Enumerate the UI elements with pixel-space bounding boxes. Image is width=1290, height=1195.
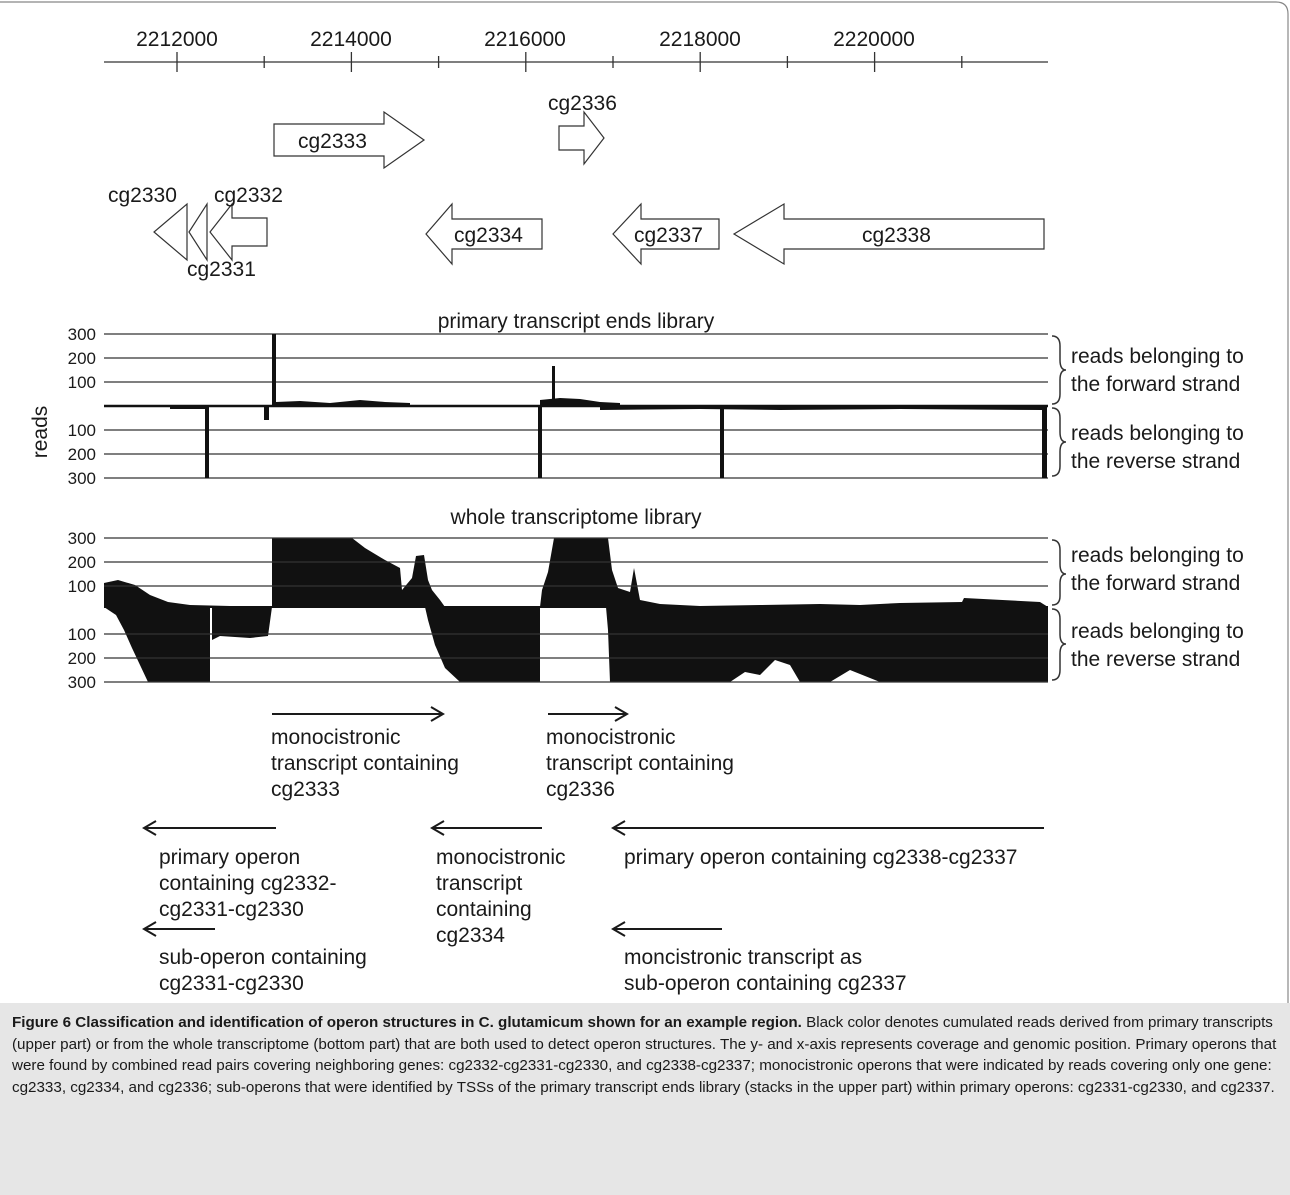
read-coverage xyxy=(276,400,410,406)
transcript-label: monocistronic xyxy=(546,726,676,749)
operon-figure: 2212000 2214000 2216000 2218000 2220000 … xyxy=(0,1,1289,1003)
gene-label-cg2330: cg2330 xyxy=(108,184,177,207)
strand-label: the forward strand xyxy=(1071,572,1240,595)
axis-tick-label: 2218000 xyxy=(659,28,741,51)
strand-labels: reads belonging to the forward strand re… xyxy=(1071,345,1244,671)
transcript-label: sub-operon containing xyxy=(159,946,367,969)
y-tick: 200 xyxy=(68,553,96,572)
caption-body: Black color denotes cumulated reads deri… xyxy=(12,1014,1277,1096)
strand-label: the reverse strand xyxy=(1071,450,1240,473)
transcript-arrow-forward xyxy=(272,706,445,722)
axis-tick-label: 2220000 xyxy=(833,28,915,51)
y-tick: 300 xyxy=(68,325,96,344)
transcript-label: monocistronic xyxy=(436,846,566,869)
y-tick: 200 xyxy=(68,445,96,464)
y-tick: 100 xyxy=(68,373,96,392)
transcript-label: cg2331-cg2330 xyxy=(159,898,304,921)
gene-label-cg2331: cg2331 xyxy=(187,258,256,281)
gene-arrow-cg2333 xyxy=(273,110,426,170)
gene-label-cg2333: cg2333 xyxy=(298,130,367,153)
transcript-label: cg2334 xyxy=(436,924,505,947)
transcript-arrows xyxy=(142,706,1044,937)
y-tick: 100 xyxy=(68,625,96,644)
y-tick: 100 xyxy=(68,421,96,440)
gene-arrow-cg2334 xyxy=(425,202,543,266)
transcript-label: cg2333 xyxy=(271,778,340,801)
transcript-arrow-reverse xyxy=(611,921,722,937)
y-tick: 300 xyxy=(68,673,96,692)
gene-arrow-cg2336 xyxy=(558,110,605,166)
panel-whole-transcriptome: whole transcriptome library 300 200 100 … xyxy=(68,506,1048,692)
y-tick: 200 xyxy=(68,649,96,668)
strand-label: the reverse strand xyxy=(1071,648,1240,671)
transcript-label: transcript containing xyxy=(546,752,734,775)
gene-arrow-cg2331 xyxy=(188,201,208,263)
transcript-arrow-reverse xyxy=(142,820,276,836)
gene-map xyxy=(153,110,1045,266)
coverage-forward xyxy=(104,538,1048,607)
gene-arrow-cg2338 xyxy=(732,202,1045,266)
transcript-label: containing cg2332- xyxy=(159,872,336,895)
transcript-arrow-forward xyxy=(548,706,629,722)
transcript-label: sub-operon containing cg2337 xyxy=(624,972,907,995)
gene-label-cg2336: cg2336 xyxy=(548,92,617,115)
read-stack xyxy=(538,406,542,478)
y-axis-label: reads xyxy=(29,406,52,459)
read-stack xyxy=(720,406,724,478)
transcript-label: containing xyxy=(436,898,532,921)
gene-arrow-cg2337 xyxy=(612,202,720,266)
gene-label-cg2332: cg2332 xyxy=(214,184,283,207)
panel-title: primary transcript ends library xyxy=(438,310,715,333)
read-stack xyxy=(272,334,276,406)
y-tick: 100 xyxy=(68,577,96,596)
figure-caption: Figure 6 Classification and identificati… xyxy=(12,1012,1278,1098)
panel-primary-ends: primary transcript ends library 300 200 … xyxy=(68,310,1048,488)
axis-tick-label: 2214000 xyxy=(310,28,392,51)
read-stack xyxy=(552,366,555,406)
axis-tick-label: 2212000 xyxy=(136,28,218,51)
caption-title: Figure 6 Classification and identificati… xyxy=(12,1014,802,1031)
gene-label-cg2337: cg2337 xyxy=(634,224,703,247)
read-stacks xyxy=(170,334,1047,478)
y-tick: 200 xyxy=(68,349,96,368)
y-tick: 300 xyxy=(68,469,96,488)
transcript-arrow-reverse xyxy=(430,820,542,836)
transcript-labels: monocistronic transcript containing cg23… xyxy=(159,726,1017,995)
read-coverage xyxy=(170,406,205,409)
transcript-arrow-reverse xyxy=(611,820,1044,836)
frame-border xyxy=(0,1,1289,1003)
strand-braces xyxy=(1051,335,1067,681)
strand-label: reads belonging to xyxy=(1071,345,1244,368)
gene-arrow-cg2332 xyxy=(209,202,268,262)
gene-arrow-cg2330 xyxy=(153,202,188,262)
gene-label-cg2338: cg2338 xyxy=(862,224,931,247)
strand-label: reads belonging to xyxy=(1071,422,1244,445)
axis-tick-label: 2216000 xyxy=(484,28,566,51)
transcript-label: primary operon xyxy=(159,846,300,869)
gene-label-cg2334: cg2334 xyxy=(454,224,523,247)
coverage-reverse xyxy=(104,607,1048,682)
transcript-label: moncistronic transcript as xyxy=(624,946,862,969)
y-tick: 300 xyxy=(68,529,96,548)
transcript-arrow-reverse xyxy=(142,921,215,937)
transcript-label: cg2336 xyxy=(546,778,615,801)
transcript-label: transcript containing xyxy=(271,752,459,775)
strand-label: reads belonging to xyxy=(1071,544,1244,567)
read-stack xyxy=(205,406,209,478)
read-coverage xyxy=(600,406,1042,410)
genomic-axis: 2212000 2214000 2216000 2218000 2220000 xyxy=(104,28,1048,72)
caption-background xyxy=(0,1003,1290,1195)
transcript-label: monocistronic xyxy=(271,726,401,749)
read-stack xyxy=(1042,406,1047,478)
transcript-label: transcript xyxy=(436,872,523,895)
read-coverage xyxy=(540,398,620,406)
panel-title: whole transcriptome library xyxy=(450,506,702,529)
strand-label: the forward strand xyxy=(1071,373,1240,396)
read-stack xyxy=(264,406,269,420)
strand-label: reads belonging to xyxy=(1071,620,1244,643)
transcript-label: cg2331-cg2330 xyxy=(159,972,304,995)
gene-labels: cg2333 cg2336 cg2330 cg2332 cg2331 cg233… xyxy=(108,92,931,281)
transcript-label: primary operon containing cg2338-cg2337 xyxy=(624,846,1017,869)
